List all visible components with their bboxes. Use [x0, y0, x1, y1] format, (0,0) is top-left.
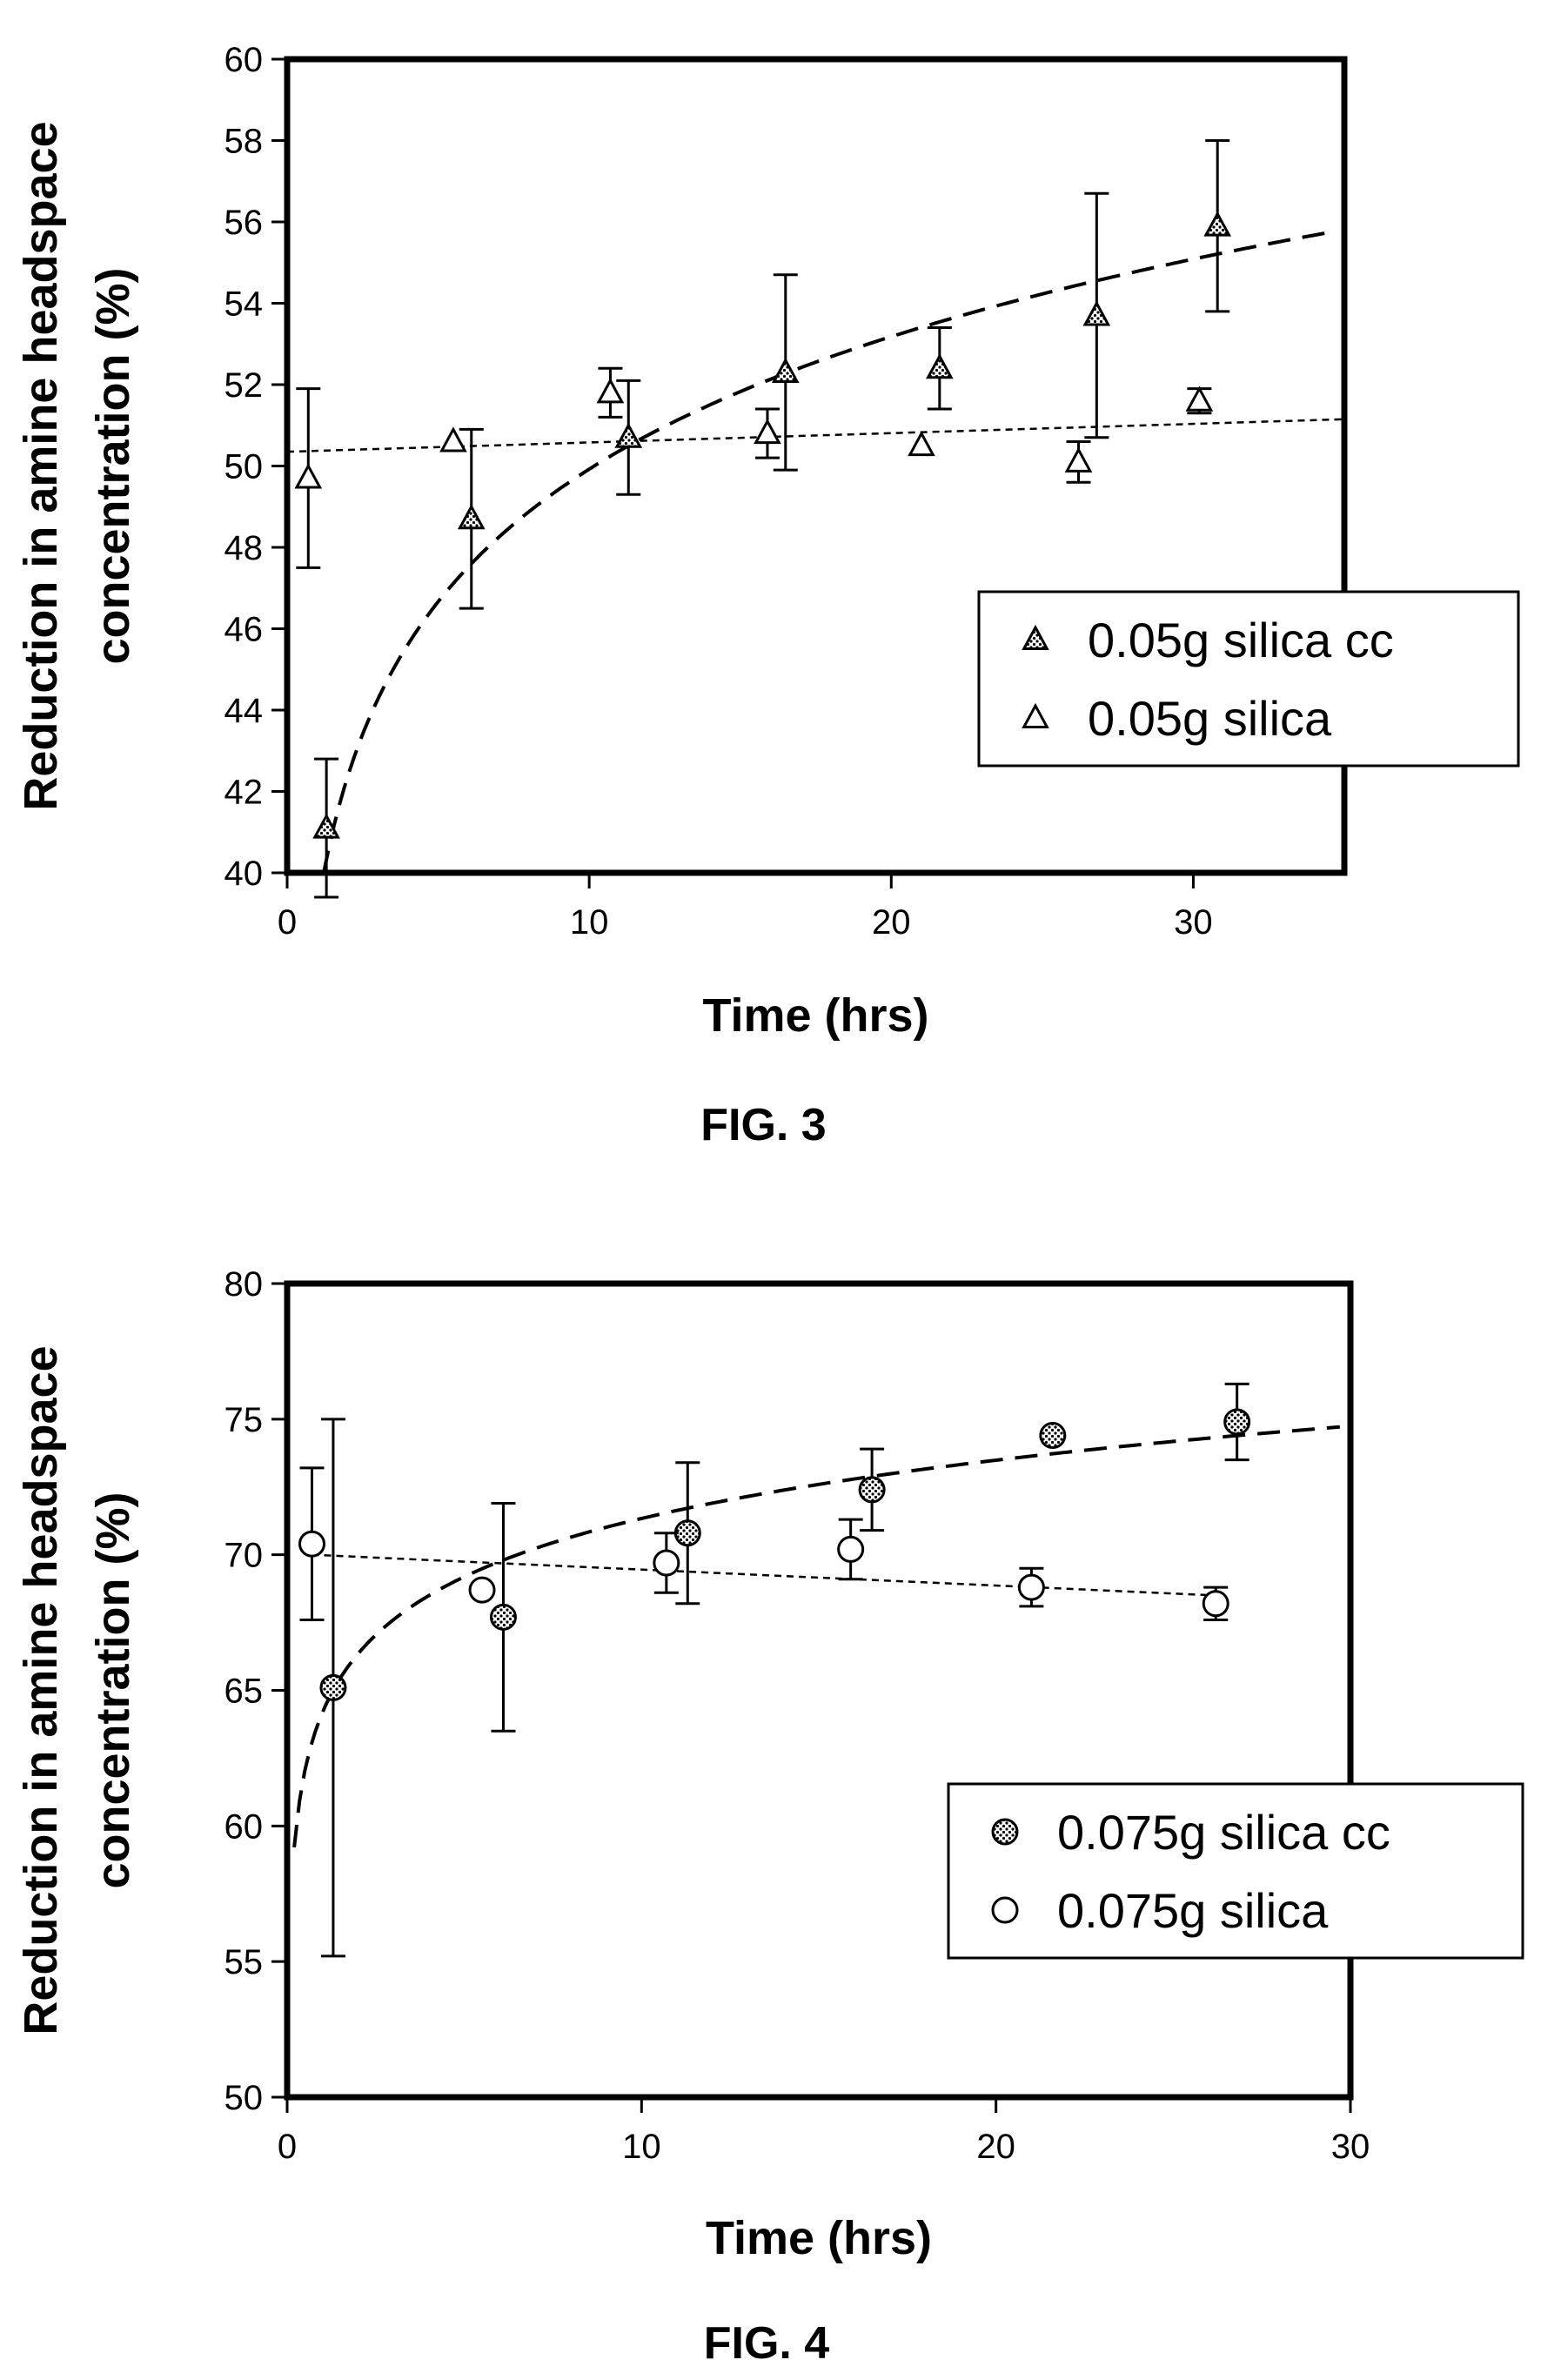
- y-tick-label: 52: [224, 366, 264, 405]
- y-tick-label: 65: [224, 1673, 264, 1711]
- y-tick-label: 42: [224, 774, 264, 812]
- trend-line-0: [292, 1425, 1340, 1848]
- data-point-s0-p2: [673, 1519, 701, 1547]
- legend-label-1: 0.075g silica: [1057, 1883, 1329, 1938]
- y-tick-label: 60: [224, 1807, 264, 1846]
- figure-caption: FIG. 4: [704, 2318, 830, 2369]
- data-point-s0-p6: [1203, 211, 1232, 237]
- figure-caption: FIG. 3: [700, 1100, 826, 1150]
- y-tick-label: 48: [224, 529, 264, 567]
- y-tick-label: 60: [224, 41, 264, 79]
- data-point-s0-p5: [1223, 1408, 1251, 1436]
- y-axis-label-line2: concentration (%): [87, 1492, 139, 1888]
- y-tick-label: 75: [224, 1401, 264, 1439]
- y-tick-label: 50: [224, 2079, 264, 2117]
- legend-marker-1: [1022, 702, 1049, 728]
- data-point-s1-p2: [596, 378, 625, 404]
- y-tick-label: 40: [224, 855, 264, 893]
- y-axis-label-line1: Reduction in amine headspace: [15, 1345, 67, 2035]
- chart-fig-3: 40 42 44 46 48 50 52 54 56 58 60 0 10 20 30 0.05g silic…: [15, 41, 1520, 1150]
- legend-marker-0: [1022, 624, 1049, 650]
- data-point-s0-p0: [312, 813, 340, 839]
- y-tick-label: 80: [224, 1265, 264, 1304]
- data-point-s1-p1: [468, 1576, 496, 1604]
- plot-frame: [284, 56, 1348, 876]
- data-point-s1-p5: [1064, 446, 1093, 473]
- legend-label-1: 0.05g silica: [1088, 691, 1332, 746]
- data-point-s0-p4: [926, 353, 954, 379]
- data-point-s1-p1: [439, 426, 467, 453]
- x-tick-label: 10: [622, 2128, 661, 2166]
- y-tick-label: 46: [224, 611, 264, 649]
- trend-line-1: [312, 1553, 1216, 1597]
- y-axis-label-line2: concentration (%): [87, 267, 139, 664]
- legend-box: [977, 590, 1520, 768]
- data-point-s1-p3: [837, 1535, 865, 1563]
- data-point-s0-p5: [1082, 300, 1111, 326]
- y-tick-label: 44: [224, 692, 264, 730]
- legend-marker-0: [991, 1818, 1019, 1846]
- x-axis-label: Time (hrs): [706, 2212, 932, 2264]
- x-tick-label: 0: [278, 903, 297, 942]
- chart-fig-4: 50 55 60 65 70 75 80 0 10 20 30 0.075g silica cc 0.0…: [15, 1265, 1524, 2369]
- data-point-s1-p0: [294, 463, 323, 489]
- y-tick-label: 50: [224, 448, 264, 486]
- legend-marker-1: [991, 1896, 1019, 1924]
- y-tick-label: 55: [224, 1943, 264, 1981]
- data-point-s0-p4: [1039, 1422, 1067, 1450]
- data-point-s1-p4: [908, 430, 935, 457]
- data-point-s1-p0: [298, 1530, 326, 1558]
- data-point-s1-p2: [653, 1549, 680, 1577]
- plot-frame: [284, 1280, 1354, 2101]
- x-tick-label: 20: [976, 2128, 1015, 2166]
- trend-line-0: [322, 229, 1336, 873]
- data-point-s0-p0: [319, 1673, 347, 1701]
- data-point-s1-p3: [754, 418, 781, 445]
- data-point-s1-p5: [1202, 1590, 1229, 1618]
- data-point-s0-p3: [858, 1476, 886, 1504]
- data-point-s0-p2: [614, 422, 643, 448]
- legend-box: [947, 1782, 1524, 1960]
- data-point-s1-p4: [1017, 1573, 1045, 1601]
- x-tick-label: 0: [278, 2128, 297, 2166]
- y-axis-label-line1: Reduction in amine headspace: [15, 121, 67, 810]
- y-tick-label: 54: [224, 285, 264, 324]
- y-tick-label: 70: [224, 1537, 264, 1575]
- data-point-s0-p1: [457, 504, 486, 530]
- legend-label-0: 0.05g silica cc: [1088, 613, 1394, 667]
- x-tick-label: 30: [1331, 2128, 1370, 2166]
- data-point-s0-p3: [771, 357, 800, 383]
- x-axis-label: Time (hrs): [702, 989, 928, 1042]
- legend-label-0: 0.075g silica cc: [1057, 1805, 1390, 1860]
- data-point-s1-p6: [1185, 385, 1214, 412]
- x-tick-label: 30: [1174, 903, 1213, 942]
- x-tick-label: 10: [570, 903, 609, 942]
- y-tick-label: 58: [224, 123, 264, 161]
- y-tick-label: 56: [224, 204, 264, 242]
- data-point-s0-p1: [489, 1603, 517, 1631]
- x-tick-label: 20: [872, 903, 911, 942]
